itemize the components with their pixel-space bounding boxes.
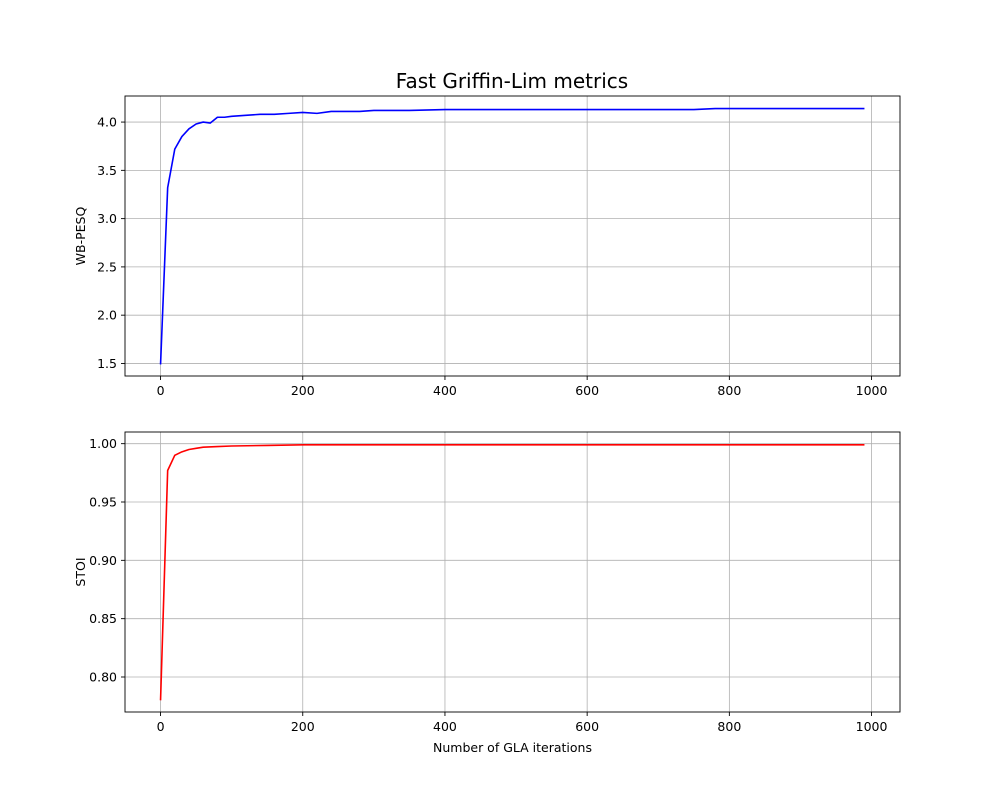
figure-title: Fast Griffin-Lim metrics (396, 69, 628, 93)
pesq-y-tick-label: 3.0 (97, 211, 117, 226)
stoi-y-axis-label: STOI (73, 557, 88, 586)
stoi-y-tick-label: 0.80 (89, 670, 117, 685)
pesq-y-tick-label: 3.5 (97, 163, 117, 178)
pesq-y-tick-label: 2.5 (97, 259, 117, 274)
stoi-x-axis-label: Number of GLA iterations (433, 740, 592, 755)
stoi-x-tick-label: 1000 (856, 719, 888, 734)
stoi-x-tick-label: 400 (433, 719, 457, 734)
stoi-x-tick-label: 800 (717, 719, 741, 734)
stoi-x-tick-label: 0 (157, 719, 165, 734)
pesq-y-tick-label: 1.5 (97, 356, 117, 371)
pesq-series-line (159, 107, 865, 365)
stoi-series-line (159, 444, 865, 701)
stoi-y-tick-label: 0.95 (89, 495, 117, 510)
pesq-x-tick-label: 600 (575, 383, 599, 398)
pesq-x-tick-label: 1000 (856, 383, 888, 398)
stoi-plot-panel: 0 200 400 600 800 1000 0.80 0.85 0.90 0.95 1.00 STO… (73, 431, 901, 755)
pesq-x-tick-label: 800 (717, 383, 741, 398)
pesq-x-tick-label: 0 (157, 383, 165, 398)
pesq-x-tick-label: 200 (291, 383, 315, 398)
stoi-y-tick-label: 0.85 (89, 611, 117, 626)
stoi-y-tick-label: 0.90 (89, 553, 117, 568)
pesq-x-tick-label: 400 (433, 383, 457, 398)
stoi-axes-frame (124, 431, 901, 713)
stoi-y-tick-label: 1.00 (89, 436, 117, 451)
stoi-x-tick-label: 600 (575, 719, 599, 734)
pesq-axes-frame (124, 95, 901, 377)
pesq-y-tick-label: 2.0 (97, 308, 117, 323)
pesq-plot-panel: 0 200 400 600 800 1000 1.5 2.0 2.5 3.0 3.5 4.0 WB-PE… (73, 95, 901, 398)
stoi-x-tick-label: 200 (291, 719, 315, 734)
pesq-y-axis-label: WB-PESQ (73, 207, 88, 266)
pesq-y-tick-label: 4.0 (97, 115, 117, 130)
